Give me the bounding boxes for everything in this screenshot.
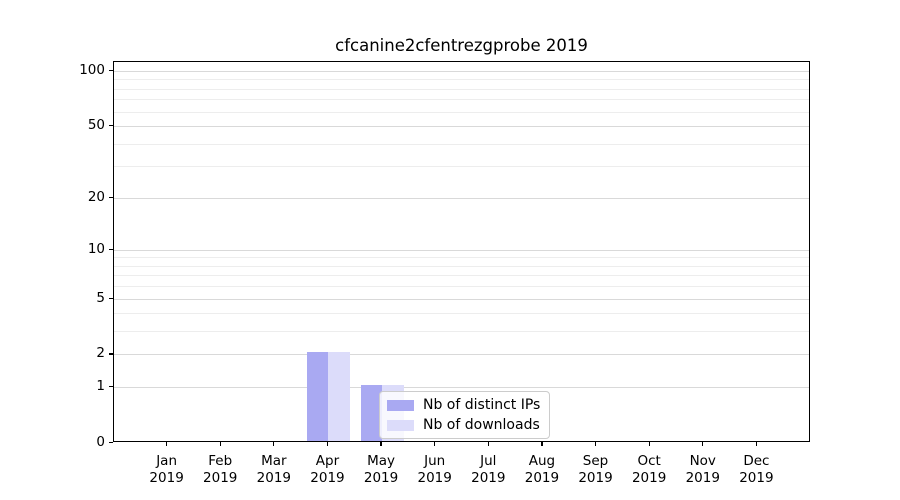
x-tick-year: 2019 [310,469,345,486]
bar-nb-of-distinct-ips-apr [307,352,329,441]
x-tick-mark [434,442,436,446]
x-tick-year: 2019 [739,469,774,486]
y-tick-label: 20 [87,188,105,205]
x-tick-month: Feb [208,453,233,469]
minor-gridline [114,88,809,90]
x-tick-month: Aug [528,453,556,469]
minor-gridline [114,111,809,113]
major-gridline [114,354,809,356]
x-tick-month: Sep [582,453,609,469]
x-tick-mark [594,442,597,446]
x-tick-mark [702,442,704,446]
legend-swatch-downloads [387,419,414,431]
y-tick-label: 50 [87,117,105,134]
x-tick-mark [326,442,329,446]
x-tick-year: 2019 [471,469,506,486]
x-tick-label-feb: Feb 2019 [188,453,252,486]
x-tick-month: Apr [315,453,340,469]
x-tick-label-apr: Apr 2019 [295,453,359,486]
x-tick-month: Jul [480,453,497,469]
legend-label-downloads: Nb of downloads [423,417,540,433]
y-tick-label: 0 [96,434,105,450]
legend-entry-downloads: Nb of downloads [387,417,540,433]
x-tick-month: Dec [743,453,770,469]
minor-gridline [114,257,809,259]
major-gridline [114,126,809,128]
major-gridline [114,197,809,199]
x-tick-mark [541,442,543,446]
plot-area: Nb of distinct IPs Nb of downloads [113,61,810,442]
y-tick-label: 2 [96,345,105,362]
bar-layer [114,62,809,441]
legend: Nb of distinct IPs Nb of downloads [379,391,551,439]
minor-gridline [114,143,809,145]
x-tick-label-aug: Aug 2019 [510,453,574,486]
x-tick-year: 2019 [524,469,560,486]
minor-gridline [114,99,809,101]
grid-layer [114,62,809,441]
minor-gridline [114,331,809,333]
y-tick-label: 1 [96,378,105,395]
x-tick-year: 2019 [149,469,184,486]
x-tick-label-jul: Jul 2019 [456,453,520,486]
y-tick-mark [109,70,113,72]
y-tick-label: 10 [87,240,105,257]
x-tick-year: 2019 [203,469,238,486]
y-tick-mark [109,196,113,198]
x-tick-mark [648,442,650,446]
legend-label-distinct-ips: Nb of distinct IPs [423,397,541,413]
y-tick-label: 100 [79,62,105,79]
minor-gridline [114,313,809,315]
x-tick-year: 2019 [417,469,452,486]
bar-nb-of-distinct-ips-may [360,385,383,441]
x-tick-mark [755,442,757,446]
minor-gridline [114,166,809,168]
x-tick-month: Jun [424,453,446,469]
y-tick-mark [109,353,113,355]
chart-title: cfcanine2cfentrezgprobe 2019 [335,36,588,55]
major-gridline [114,249,809,251]
x-tick-label-jan: Jan 2019 [135,453,199,486]
x-tick-label-jun: Jun 2019 [403,453,467,486]
minor-gridline [114,79,809,81]
y-tick-label: 5 [96,289,105,306]
minor-gridline [114,286,809,288]
major-gridline [114,298,809,300]
bar-nb-of-downloads-apr [328,352,350,441]
x-tick-year: 2019 [631,469,667,486]
x-tick-mark [487,442,489,446]
x-tick-mark [380,442,382,446]
x-tick-month: Nov [689,453,716,469]
y-tick-mark [109,125,113,127]
minor-gridline [114,275,809,277]
x-tick-label-nov: Nov 2019 [671,453,735,486]
x-tick-label-oct: Oct 2019 [617,453,681,486]
x-tick-year: 2019 [363,469,399,486]
major-gridline [114,71,809,73]
x-tick-year: 2019 [256,469,292,486]
y-tick-mark [109,297,113,299]
x-tick-label-sep: Sep 2019 [564,453,628,486]
x-tick-month: May [367,453,396,469]
y-tick-mark [109,386,113,388]
x-tick-month: Oct [637,453,661,469]
x-tick-month: Mar [261,453,287,469]
x-tick-year: 2019 [578,469,613,486]
y-tick-mark [109,248,113,250]
major-gridline [114,387,809,389]
x-tick-mark [273,442,275,446]
x-tick-year: 2019 [685,469,720,486]
x-tick-label-mar: Mar 2019 [242,453,306,486]
minor-gridline [114,265,809,267]
legend-swatch-distinct-ips [387,399,414,411]
x-tick-label-may: May 2019 [349,453,413,486]
x-tick-mark [219,442,221,446]
x-tick-mark [166,442,168,446]
x-tick-label-dec: Dec 2019 [724,453,788,486]
legend-entry-distinct-ips: Nb of distinct IPs [387,397,540,413]
y-tick-mark [109,442,113,444]
x-tick-month: Jan [156,453,178,469]
